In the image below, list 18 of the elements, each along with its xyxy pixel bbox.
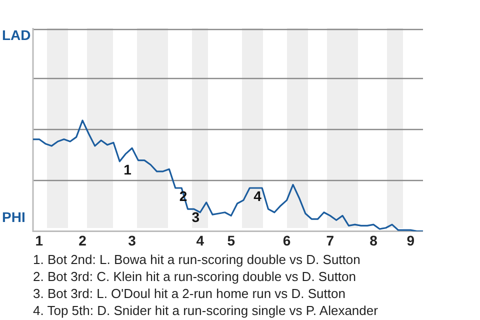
x-tick-label: 4: [196, 232, 204, 248]
x-tick-label: 5: [227, 232, 236, 248]
annotation: 4: [254, 188, 262, 204]
x-tick-label: 8: [370, 232, 378, 248]
x-tick-label: 7: [326, 232, 334, 248]
text: 4. Top 5th: D. Snider hit a run-scoring single vs P. Alexander: [33, 302, 378, 319]
text: LAD: [2, 27, 31, 43]
x-tick-label: 6: [282, 232, 291, 248]
annotation: 3: [192, 208, 200, 225]
x-tick-label: 9: [406, 232, 415, 248]
x-tick-label: 2: [78, 232, 87, 248]
text: PHI: [2, 209, 26, 225]
text: 3. Bot 3rd: L. O'Doul hit a 2-run home run vs D. Sutton: [33, 285, 346, 302]
x-tick-label: 1: [35, 232, 44, 248]
text: 1. Bot 2nd: L. Bowa hit a run-scoring double vs D. Sutton: [33, 251, 362, 268]
x-tick-label: 3: [128, 232, 136, 248]
text: 2. Bot 3rd: C. Klein hit a run-scoring double vs D. Sutton: [33, 268, 358, 285]
annotation: 1: [124, 161, 132, 178]
